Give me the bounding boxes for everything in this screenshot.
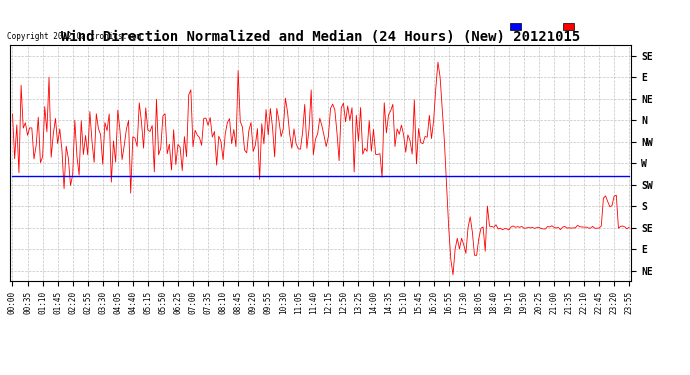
Legend: Average, Direction: Average, Direction (509, 21, 627, 34)
Title: Wind Direction Normalized and Median (24 Hours) (New) 20121015: Wind Direction Normalized and Median (24… (61, 30, 580, 44)
Text: Copyright 2012 Cartronics.com: Copyright 2012 Cartronics.com (7, 32, 141, 41)
